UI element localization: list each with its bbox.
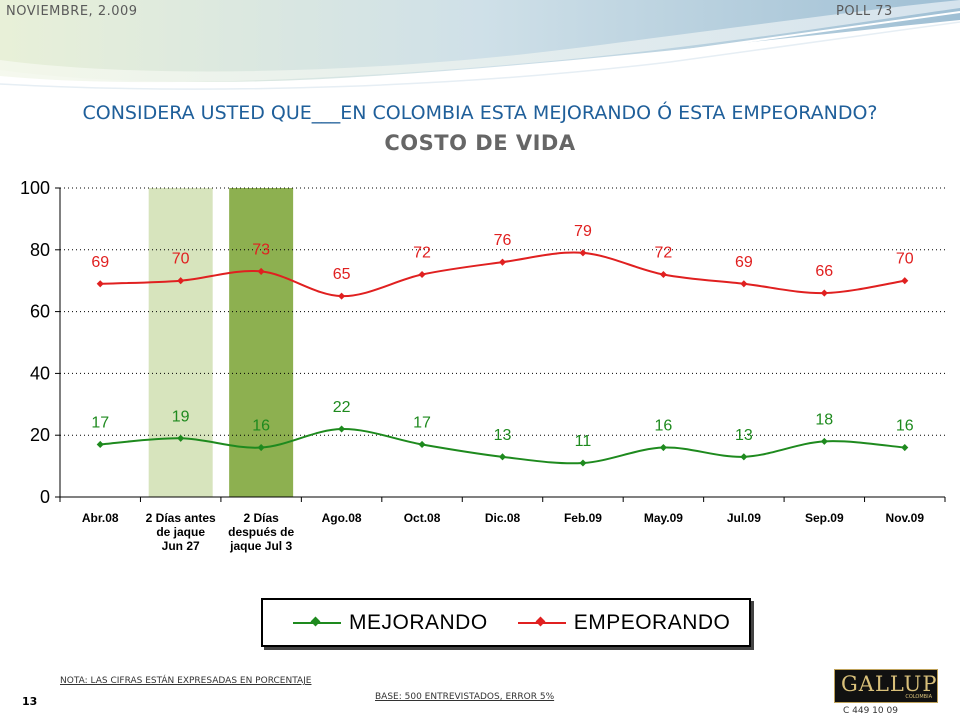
question-title: CONSIDERA USTED QUE___EN COLOMBIA ESTA M… [82, 102, 878, 124]
x-tick-label-1-line-1: de jaque [156, 525, 205, 539]
point-empeorando-8 [740, 280, 748, 288]
data-label-empeorando-1: 70 [172, 251, 190, 268]
y-tick-label-100: 100 [20, 178, 50, 198]
point-mejorando-4 [418, 440, 426, 449]
data-label-empeorando-8: 69 [735, 254, 753, 271]
data-label-mejorando-6: 11 [575, 433, 592, 450]
point-empeorando-9 [820, 289, 828, 297]
point-mejorando-9 [820, 437, 828, 445]
header-swoosh-decoration [0, 0, 960, 90]
point-mejorando-10 [901, 444, 909, 452]
data-label-empeorando-4: 72 [413, 245, 431, 262]
legend-label-mejorando: MEJORANDO [349, 610, 488, 634]
x-tick-label-2: 2 Días después de jaque Jul 3 [228, 511, 294, 553]
legend-item-mejorando: MEJORANDO [293, 611, 488, 635]
data-label-empeorando-5: 76 [494, 232, 512, 249]
point-empeorando-2 [257, 267, 265, 275]
point-empeorando-10 [901, 277, 909, 285]
x-tick-label-1: 2 Días antes de jaque Jun 27 [146, 511, 216, 553]
point-mejorando-6 [579, 459, 587, 467]
page-number: 13 [22, 695, 38, 708]
data-label-empeorando-3: 65 [333, 266, 351, 283]
x-tick-label-2-line-1: después de [228, 525, 294, 539]
y-tick-label-80: 80 [30, 240, 50, 260]
data-label-mejorando-5: 13 [494, 427, 512, 444]
point-mejorando-1 [177, 434, 185, 442]
y-tick-label-40: 40 [30, 363, 50, 383]
x-tick-label-8: Jul.09 [727, 511, 761, 525]
point-empeorando-4 [418, 270, 426, 279]
footnote: NOTA: LAS CIFRAS ESTÁN EXPRESADAS EN POR… [60, 676, 312, 686]
data-label-empeorando-6: 79 [574, 223, 592, 240]
x-tick-label-6: Feb.09 [564, 511, 602, 525]
point-empeorando-6 [579, 249, 587, 257]
data-label-empeorando-10: 70 [896, 251, 914, 268]
x-tick-label-9: Sep.09 [805, 511, 844, 525]
legend-label-empeorando: EMPEORANDO [573, 610, 731, 634]
data-label-mejorando-1: 19 [172, 408, 190, 425]
highlight-column-0 [148, 188, 213, 497]
x-tick-label-3-line-0: Ago.08 [322, 511, 362, 525]
data-label-empeorando-9: 66 [815, 263, 833, 280]
point-mejorando-3 [338, 425, 346, 433]
x-tick-label-3: Ago.08 [322, 511, 362, 525]
data-label-empeorando-7: 72 [655, 245, 673, 262]
x-tick-label-8-line-0: Jul.09 [727, 511, 761, 525]
x-tick-label-6-line-0: Feb.09 [564, 511, 602, 525]
x-tick-label-4-line-0: Oct.08 [404, 511, 441, 525]
legend-marker-empeorando [517, 616, 566, 630]
gallup-logo: GALLUP COLOMBIA [834, 669, 938, 703]
x-tick-label-5-line-0: Dic.08 [485, 511, 521, 525]
data-label-mejorando-7: 16 [655, 418, 673, 435]
y-tick-label-60: 60 [30, 302, 50, 322]
x-tick-label-7-line-0: May.09 [644, 511, 683, 525]
survey-date: NOVIEMBRE, 2.009 [6, 4, 138, 19]
point-empeorando-3 [338, 292, 346, 300]
data-label-mejorando-0: 17 [91, 414, 109, 431]
data-label-mejorando-8: 13 [735, 427, 753, 444]
x-tick-label-4: Oct.08 [404, 511, 441, 525]
data-label-mejorando-10: 16 [896, 418, 914, 435]
point-mejorando-2 [257, 444, 265, 452]
x-tick-label-0: Abr.08 [82, 511, 119, 525]
document-code: C 449 10 09 [843, 706, 898, 716]
x-tick-label-2-line-0: 2 Días [243, 511, 279, 525]
x-tick-label-1-line-2: Jun 27 [162, 539, 200, 553]
legend-item-empeorando: EMPEORANDO [517, 610, 731, 635]
y-tick-label-0: 0 [40, 487, 50, 507]
point-mejorando-7 [659, 444, 667, 452]
x-tick-label-9-line-0: Sep.09 [805, 511, 844, 525]
x-tick-label-7: May.09 [644, 511, 683, 525]
chart-legend: MEJORANDO EMPEORANDO [261, 598, 751, 647]
sample-base-note: BASE: 500 ENTREVISTADOS, ERROR 5% [375, 692, 555, 702]
data-label-mejorando-3: 22 [333, 399, 351, 416]
point-empeorando-5 [498, 258, 507, 266]
legend-marker-mejorando [293, 616, 341, 630]
data-label-empeorando-2: 73 [252, 241, 270, 258]
y-tick-label-20: 20 [30, 425, 50, 445]
logo-name: GALLUP [841, 672, 938, 696]
point-empeorando-0 [96, 280, 104, 288]
x-tick-label-0-line-0: Abr.08 [82, 511, 119, 525]
poll-number: POLL 73 [836, 4, 893, 19]
data-label-empeorando-0: 69 [91, 254, 109, 271]
point-empeorando-7 [659, 270, 667, 279]
x-tick-label-5: Dic.08 [485, 511, 521, 525]
topic-subtitle: COSTO DE VIDA [384, 131, 576, 155]
point-mejorando-5 [498, 453, 507, 461]
data-label-mejorando-4: 17 [413, 414, 431, 431]
x-tick-label-10-line-0: Nov.09 [886, 511, 925, 525]
x-tick-label-1-line-0: 2 Días antes [146, 511, 216, 525]
point-mejorando-8 [740, 453, 748, 461]
data-label-mejorando-2: 16 [252, 418, 270, 435]
logo-sub: COLOMBIA [905, 694, 932, 700]
point-empeorando-1 [177, 277, 185, 285]
point-mejorando-0 [96, 440, 104, 449]
data-label-mejorando-9: 18 [815, 411, 833, 428]
x-tick-label-2-line-2: jaque Jul 3 [229, 539, 292, 553]
x-tick-label-10: Nov.09 [886, 511, 925, 525]
